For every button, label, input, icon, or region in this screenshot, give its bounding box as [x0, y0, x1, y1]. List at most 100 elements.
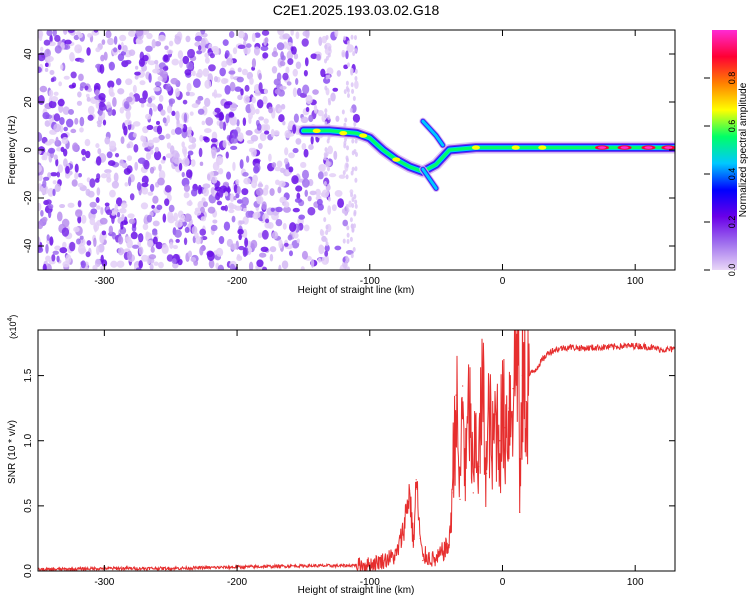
- heatmap-cell: [165, 83, 172, 92]
- heatmap-cell: [292, 87, 297, 98]
- heatmap-cell: [77, 32, 83, 39]
- heatmap-cell: [244, 237, 249, 248]
- heatmap-cell: [146, 214, 153, 223]
- heatmap-cell: [69, 241, 76, 252]
- heatmap-cell: [107, 160, 116, 167]
- heatmap-cell: [42, 151, 48, 161]
- heatmap-cell: [119, 207, 127, 214]
- heatmap-cell: [43, 39, 51, 46]
- heatmap-cell: [350, 192, 354, 198]
- heatmap-cell: [101, 39, 106, 45]
- heatmap-cell: [338, 174, 346, 179]
- figure-title: C2E1.2025.193.03.02.G18: [273, 2, 440, 18]
- heatmap-cell: [215, 247, 224, 257]
- heatmap-cell: [271, 162, 277, 168]
- heatmap-cell: [342, 238, 346, 244]
- heatmap-cell: [234, 205, 243, 211]
- heatmap-cell: [62, 241, 67, 249]
- heatmap-cell: [138, 58, 145, 67]
- heatmap-cell: [199, 134, 204, 142]
- heatmap-cell: [145, 152, 152, 160]
- heatmap-cell: [210, 138, 218, 143]
- heatmap-cell: [230, 137, 239, 144]
- snr-data-point: [451, 492, 453, 494]
- heatmap-cell: [190, 188, 198, 197]
- heatmap-cell: [192, 78, 201, 89]
- heatmap-cell: [258, 72, 262, 80]
- heatmap-peak: [312, 128, 321, 133]
- heatmap-cell: [162, 66, 169, 72]
- heatmap-cell: [38, 149, 42, 155]
- heatmap-cell: [77, 215, 82, 224]
- heatmap-cell: [145, 231, 150, 238]
- heatmap-cell: [89, 217, 96, 226]
- heatmap-cell: [81, 156, 86, 162]
- heatmap-cell: [325, 34, 329, 40]
- heatmap-cell: [132, 132, 137, 138]
- heatmap-cell: [61, 218, 70, 228]
- heatmap-cell: [295, 185, 303, 192]
- heatmap-cell: [165, 153, 173, 159]
- heatmap-cell: [51, 254, 56, 262]
- heatmap-cell: [56, 147, 63, 152]
- heatmap-cell: [132, 121, 141, 127]
- heatmap-cell: [274, 166, 282, 172]
- heatmap-cell: [310, 258, 315, 268]
- heatmap-cell: [236, 255, 243, 262]
- heatmap-cell: [92, 264, 98, 270]
- heatmap-cell: [201, 136, 209, 141]
- heatmap-cell: [59, 116, 65, 125]
- heatmap-cell: [202, 68, 210, 77]
- heatmap-peak-core: [598, 146, 607, 149]
- heatmap-cell: [279, 167, 286, 174]
- heatmap-cell: [351, 197, 355, 203]
- heatmap-cell: [174, 35, 182, 45]
- heatmap-cell: [49, 34, 53, 44]
- heatmap-cell: [350, 170, 354, 176]
- heatmap-cell: [286, 81, 292, 86]
- heatmap-cell: [310, 53, 318, 60]
- heatmap-cell: [257, 183, 264, 188]
- heatmap-cell: [348, 200, 352, 208]
- heatmap-cell: [232, 47, 238, 55]
- heatmap-cell: [261, 30, 270, 36]
- heatmap-cell: [264, 130, 270, 135]
- heatmap-cell: [44, 141, 52, 146]
- heatmap-cell: [247, 112, 253, 120]
- heatmap-cell: [280, 103, 286, 110]
- heatmap-cell: [253, 46, 260, 56]
- heatmap-cell: [71, 179, 78, 187]
- heatmap-cell: [337, 198, 345, 209]
- heatmap-cell: [126, 143, 131, 149]
- heatmap-cell: [354, 199, 358, 205]
- heatmap-cell: [237, 228, 244, 235]
- heatmap-cell: [241, 196, 249, 207]
- heatmap-cell: [84, 85, 89, 91]
- heatmap-cell: [270, 207, 276, 212]
- heatmap-cell: [350, 82, 354, 88]
- heatmap-cell: [44, 62, 49, 67]
- heatmap-cell: [79, 235, 84, 240]
- heatmap-cell: [52, 250, 59, 255]
- heatmap-cell: [249, 77, 254, 85]
- heatmap-cell: [42, 263, 47, 270]
- heatmap-cell: [218, 235, 225, 245]
- heatmap-cell: [332, 87, 339, 92]
- heatmap-cell: [194, 35, 203, 42]
- heatmap-cell: [353, 121, 357, 127]
- heatmap-cell: [96, 205, 101, 210]
- heatmap-cell: [186, 61, 194, 70]
- heatmap-cell: [171, 58, 180, 66]
- heatmap-cell: [321, 256, 329, 265]
- heatmap-cell: [325, 158, 329, 164]
- heatmap-cell: [140, 135, 145, 142]
- snr-data-point: [402, 531, 404, 533]
- snr-data-point: [525, 401, 527, 403]
- heatmap-cell: [276, 42, 285, 51]
- heatmap-cell: [308, 144, 314, 151]
- heatmap-cell: [199, 161, 204, 167]
- heatmap-cell: [284, 129, 292, 139]
- heatmap-cell: [38, 164, 42, 173]
- heatmap-peak: [339, 131, 348, 136]
- heatmap-cell: [237, 30, 245, 39]
